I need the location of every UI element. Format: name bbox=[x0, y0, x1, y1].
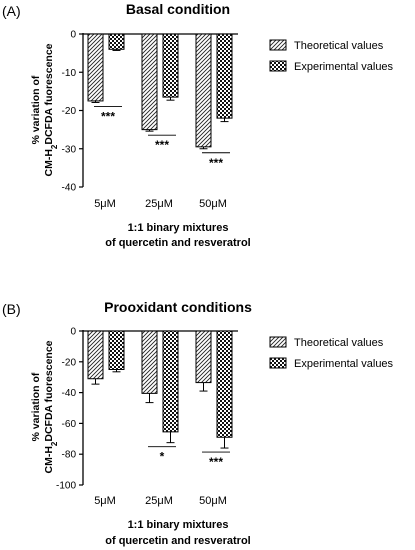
y-tick-label: -40 bbox=[62, 183, 77, 194]
bar-experimental bbox=[216, 33, 233, 119]
bar-theoretical bbox=[195, 33, 212, 148]
y-axis-label-suffix: DCFDA fuorescence bbox=[43, 43, 55, 144]
y-tick-label: -10 bbox=[62, 68, 77, 79]
y-axis-label-prefix: CM-H bbox=[43, 149, 55, 176]
x-tick-label: 5μM bbox=[94, 495, 116, 507]
legend-swatch-theoretical bbox=[269, 39, 287, 51]
y-tick-label: 0 bbox=[70, 30, 76, 41]
x-tick-label: 50μM bbox=[199, 198, 227, 210]
chart-title: Basal condition bbox=[126, 1, 230, 17]
y-tick-label: -20 bbox=[62, 106, 77, 117]
bar-theoretical bbox=[87, 33, 104, 102]
significance-marker: *** bbox=[209, 455, 223, 469]
bar-experimental bbox=[162, 330, 179, 433]
chart-title: Prooxidant conditions bbox=[104, 299, 252, 315]
y-tick-label: -60 bbox=[62, 419, 77, 430]
significance-marker: *** bbox=[101, 109, 115, 123]
y-axis-label-subscript: 2 bbox=[50, 144, 59, 149]
y-tick-label: -80 bbox=[62, 450, 77, 461]
y-axis-label: % variation ofCM-H2DCFDA fuorescence bbox=[30, 43, 59, 176]
legend-label-theoretical: Theoretical values bbox=[294, 337, 384, 349]
y-tick-label: -40 bbox=[62, 388, 77, 399]
y-axis-label-subscript: 2 bbox=[50, 441, 59, 446]
y-tick-label: -100 bbox=[56, 481, 76, 492]
bar-theoretical bbox=[141, 330, 158, 394]
y-axis-label-line1: % variation of bbox=[30, 75, 42, 144]
y-axis-label: % variation ofCM-H2DCFDA fuorescence bbox=[30, 340, 59, 473]
significance-marker: * bbox=[160, 450, 165, 464]
y-axis-label-suffix: DCFDA fuorescence bbox=[43, 340, 55, 441]
bar-theoretical bbox=[141, 33, 158, 131]
legend-label-theoretical: Theoretical values bbox=[294, 40, 384, 52]
significance-marker: *** bbox=[209, 156, 223, 170]
chart-panel-b: (B) Prooxidant conditions % variation ofCM… bbox=[2, 299, 394, 547]
legend-label-experimental: Experimental values bbox=[294, 358, 394, 370]
x-tick-label: 5μM bbox=[94, 198, 116, 210]
y-tick-label: -20 bbox=[62, 357, 77, 368]
panel-label: (A) bbox=[2, 3, 21, 19]
x-tick-label: 25μM bbox=[145, 495, 173, 507]
chart-panel-a: (A) Basal condition % variation ofCM-H2DCF… bbox=[2, 1, 394, 249]
x-tick-label: 50μM bbox=[199, 495, 227, 507]
bar-experimental bbox=[216, 330, 233, 438]
significance-marker: *** bbox=[155, 138, 169, 152]
panel-label: (B) bbox=[2, 301, 21, 317]
x-axis-label-line1: 1:1 binary mixtures bbox=[128, 519, 229, 531]
legend-swatch-experimental bbox=[269, 357, 287, 369]
bar-experimental bbox=[162, 33, 179, 98]
bar-experimental bbox=[108, 33, 125, 50]
y-axis-label-prefix: CM-H bbox=[43, 446, 55, 473]
y-tick-label: 0 bbox=[70, 327, 76, 338]
x-axis-label-line2: of quercetin and resveratrol bbox=[105, 535, 251, 547]
bar-experimental bbox=[108, 330, 125, 370]
bar-theoretical bbox=[87, 330, 104, 380]
x-axis-label-line2: of quercetin and resveratrol bbox=[105, 237, 251, 249]
x-axis-label-line1: 1:1 binary mixtures bbox=[128, 222, 229, 234]
y-tick-label: -30 bbox=[62, 144, 77, 155]
legend-swatch-experimental bbox=[269, 60, 287, 72]
y-axis-label-line1: % variation of bbox=[30, 372, 42, 441]
legend-label-experimental: Experimental values bbox=[294, 61, 394, 73]
x-tick-label: 25μM bbox=[145, 198, 173, 210]
bar-theoretical bbox=[195, 330, 212, 384]
legend-swatch-theoretical bbox=[269, 336, 287, 348]
